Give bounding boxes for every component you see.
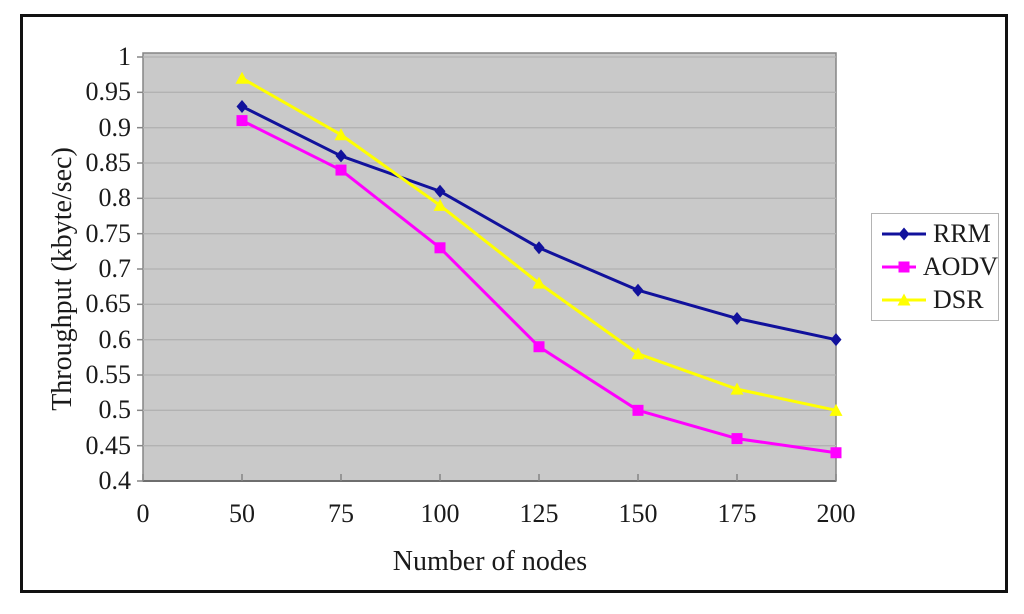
x-tick-label: 100: [420, 499, 460, 528]
y-tick-label: 0.55: [85, 360, 132, 389]
y-axis-title: Throughput (kbyte/sec): [47, 147, 78, 411]
legend-item-dsr: DSR: [882, 284, 998, 314]
line-chart-canvas: [137, 52, 843, 482]
legend-label: AODV: [922, 251, 998, 281]
y-tick-label: 0.75: [85, 218, 132, 248]
y-tick-label: 0.8: [98, 183, 132, 213]
y-tick-label: 0.7: [98, 254, 132, 283]
legend-item-rrm: RRM: [882, 221, 998, 247]
legend: RRM AODV DSR: [871, 213, 999, 321]
rrm-line-marker-icon: [882, 227, 926, 241]
x-tick-label: 150: [618, 499, 658, 528]
x-tick-label: 125: [519, 499, 559, 528]
y-tick-label: 1: [118, 42, 131, 71]
dsr-line-marker-icon: [882, 293, 926, 306]
y-tick-label: 0.5: [98, 395, 132, 425]
x-tick-label: 75: [328, 499, 354, 528]
y-tick-label: 0.6: [98, 324, 132, 354]
x-tick-label: 175: [717, 499, 757, 528]
y-tick-label: 0.95: [85, 77, 132, 107]
y-tick-label: 0.9: [98, 112, 132, 142]
x-tick-label: 200: [816, 499, 856, 528]
aodv-line-marker-icon: [882, 261, 916, 273]
legend-label: DSR: [933, 284, 984, 314]
y-tick-label: 0.45: [85, 430, 132, 460]
legend-item-aodv: AODV: [882, 251, 998, 281]
x-axis-title: Number of nodes: [392, 546, 588, 577]
x-tick-label: 50: [229, 499, 255, 528]
legend-label: RRM: [933, 219, 991, 249]
x-tick-label: 0: [136, 499, 150, 528]
y-tick-label: 0.65: [85, 289, 132, 319]
y-tick-label: 0.85: [85, 148, 132, 177]
figure-frame: 1 0.95 0.9 0.85 0.8 0.75 0.7 0.65 0.6 0.55 0.5 0.45…: [20, 14, 1008, 593]
y-tick-label: 0.4: [98, 466, 132, 495]
